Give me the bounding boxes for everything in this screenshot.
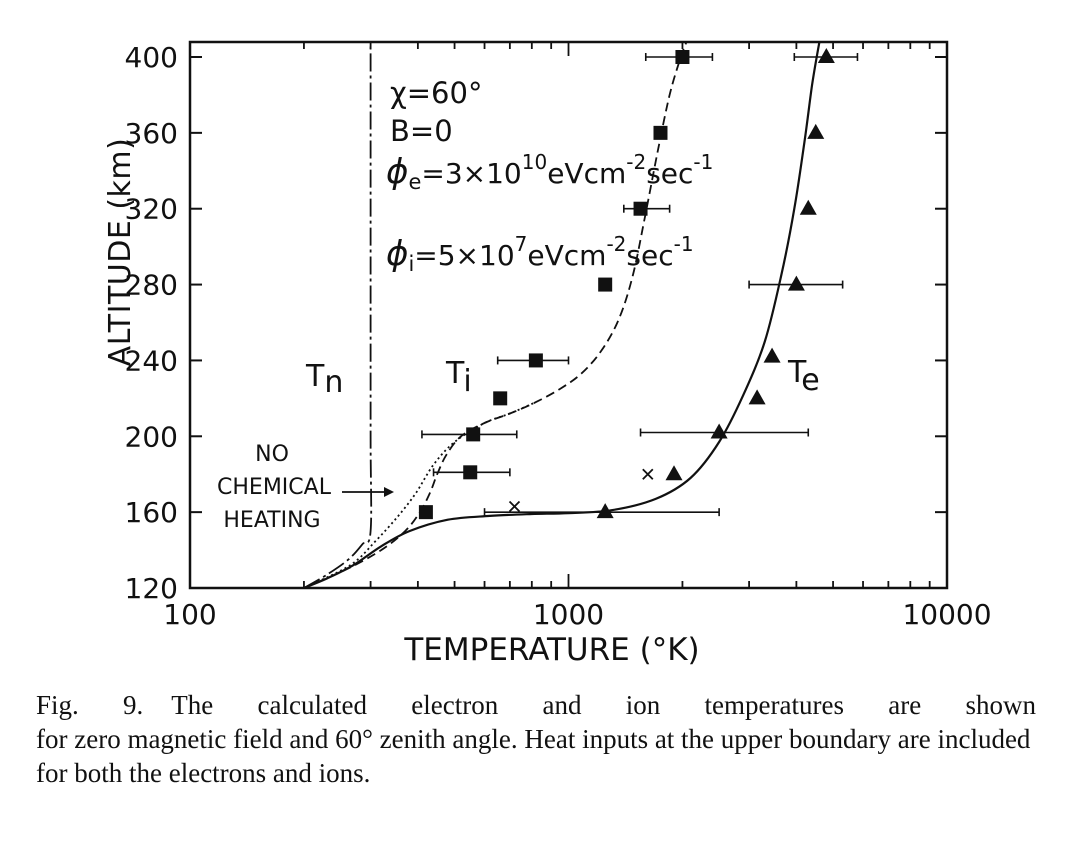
ion-temperature-point (528, 353, 543, 368)
x-tick-label: 1000 (533, 598, 604, 631)
y-tick-labels: 120 160 200 240 280 320 360 400 (125, 41, 178, 605)
curve-tn (303, 42, 373, 589)
curves (303, 41, 821, 590)
parameter-annotation: χ=60° B=0 ϕe=3×1010eVcm-2sec-1 ϕi=5×107e… (386, 76, 713, 276)
phi-e-param: ϕe=3×1010eVcm-2sec-1 (386, 150, 713, 194)
ion-temperature-point (466, 427, 481, 442)
electron-temperature-point (665, 465, 683, 481)
phi-i-param: ϕi=5×107eVcm-2sec-1 (386, 232, 694, 276)
y-tick-label: 280 (125, 269, 178, 302)
electron-temperature-point (799, 199, 817, 215)
ion-temperature-point (463, 465, 478, 480)
x-axis-title: TEMPERATURE (°K) (403, 632, 699, 668)
x-marker-point (508, 500, 521, 513)
ion-temperature-point (598, 277, 613, 292)
electron-temperature-point (763, 347, 781, 363)
ion-temperature-point (633, 201, 648, 216)
x-tick-label: 100 (163, 598, 216, 631)
ion-temperature-point (675, 50, 690, 64)
ion-temperature-point (653, 125, 668, 140)
plot-frame (188, 40, 949, 590)
figure-9-chart: 120 160 200 240 280 320 360 400 100 1000 10000 AL… (103, 40, 992, 668)
curve-te (303, 41, 821, 590)
note-line-2: CHEMICAL (217, 475, 332, 500)
y-tick-label: 320 (125, 193, 178, 226)
y-tick-label: 400 (125, 41, 178, 74)
te-label: Te (787, 355, 820, 398)
x-tick-labels: 100 1000 10000 (163, 598, 991, 631)
tn-label: Tn (305, 359, 343, 400)
y-tick-label: 120 (125, 572, 178, 605)
note-arrowhead (384, 487, 394, 497)
note-line-1: NO (255, 442, 289, 467)
y-axis-title: ALTITUDE (km) (103, 138, 138, 367)
x-tick-label: 10000 (902, 598, 991, 631)
ti-label: Ti (445, 356, 472, 399)
ion-temperature-point (493, 391, 508, 406)
data-markers (418, 48, 859, 520)
caption-rest: for zero magnetic field and 60° zenith a… (36, 724, 1031, 788)
electron-temperature-point (817, 48, 835, 63)
curve-ti (303, 41, 688, 589)
y-tick-label: 160 (125, 496, 178, 529)
y-tick-label: 200 (125, 420, 178, 453)
axis-ticks (190, 42, 947, 589)
figure-caption: Fig. 9. The calculated electron and ion t… (36, 688, 1036, 790)
caption-label: Fig. 9. (36, 690, 144, 720)
electron-temperature-point (807, 123, 825, 139)
note-line-3: HEATING (223, 508, 320, 533)
electron-temperature-point (710, 423, 728, 439)
chi-param: χ=60° (390, 76, 482, 110)
electron-temperature-point (596, 503, 614, 519)
x-marker-point (642, 468, 654, 480)
caption-line-1: The calculated electron and ion temperat… (171, 690, 1036, 720)
b-param: B=0 (390, 114, 453, 148)
y-tick-label: 240 (125, 344, 178, 377)
no-chemical-heating-note: NO CHEMICAL HEATING (217, 442, 394, 533)
y-tick-label: 360 (125, 117, 178, 150)
curve-ti-no-chemical-heating- (303, 401, 537, 589)
ion-temperature-point (418, 505, 433, 520)
electron-temperature-point (787, 275, 805, 291)
electron-temperature-point (748, 389, 766, 405)
